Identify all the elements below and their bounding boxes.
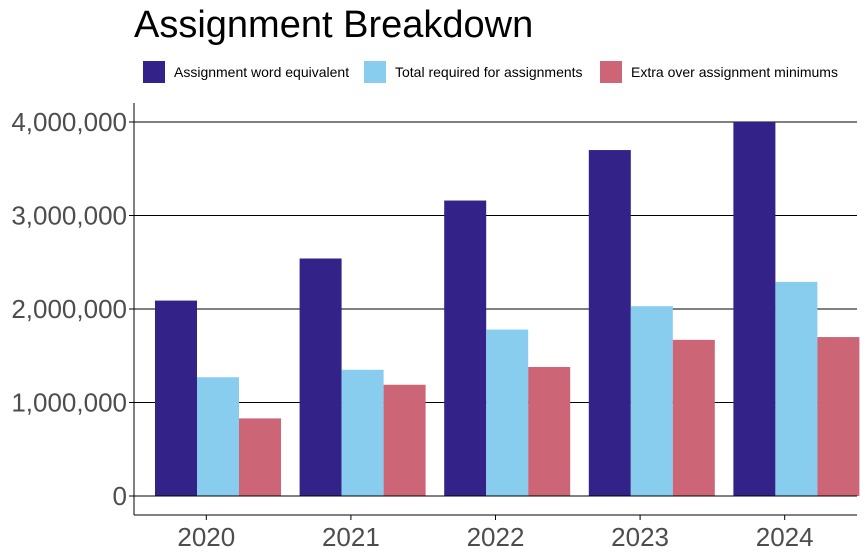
legend-label-1: Assignment word equivalent — [174, 64, 349, 80]
x-tick-label-2023: 2023 — [611, 522, 669, 552]
bar-2024-series-1 — [733, 122, 776, 496]
x-tick-label-2021: 2021 — [322, 522, 380, 552]
bar-2020-series-3 — [239, 418, 281, 496]
x-axis-ticks: 2020 2021 2022 2023 2024 — [177, 515, 814, 552]
y-tick-label-2: 2,000,000 — [11, 294, 127, 324]
legend-label-2: Total required for assignments — [395, 64, 583, 80]
chart-title: Assignment Breakdown — [134, 4, 533, 46]
bar-2022-series-1 — [444, 200, 487, 497]
legend-key-1 — [143, 61, 165, 83]
bar-2023-series-3 — [672, 339, 715, 496]
y-tick-label-3: 3,000,000 — [11, 201, 127, 231]
y-tick-label-1: 1,000,000 — [11, 388, 127, 418]
y-tick-label-0: 0 — [113, 481, 127, 511]
bar-2024-series-2 — [775, 281, 818, 496]
x-tick-label-2020: 2020 — [177, 522, 235, 552]
y-tick-label-4: 4,000,000 — [11, 107, 127, 137]
bar-2022-series-2 — [486, 329, 529, 496]
bar-2022-series-3 — [528, 366, 571, 496]
x-tick-label-2024: 2024 — [756, 522, 814, 552]
legend-key-3 — [600, 61, 622, 83]
y-axis-ticks: 0 1,000,000 2,000,000 3,000,000 4,000,000 — [11, 107, 134, 511]
bar-2021-series-3 — [383, 384, 426, 496]
bars — [155, 122, 860, 497]
x-tick-label-2022: 2022 — [467, 522, 525, 552]
bar-2023-series-2 — [630, 306, 673, 496]
bar-2020-series-2 — [197, 377, 239, 496]
bar-2023-series-1 — [588, 150, 631, 497]
bar-2021-series-2 — [341, 369, 384, 496]
legend-label-3: Extra over assignment minimums — [631, 64, 838, 80]
bar-2020-series-1 — [155, 300, 197, 496]
bar-2024-series-3 — [817, 337, 860, 496]
bar-2021-series-1 — [299, 258, 342, 496]
legend-key-2 — [364, 61, 386, 83]
legend: Assignment word equivalent Total required… — [143, 61, 838, 83]
